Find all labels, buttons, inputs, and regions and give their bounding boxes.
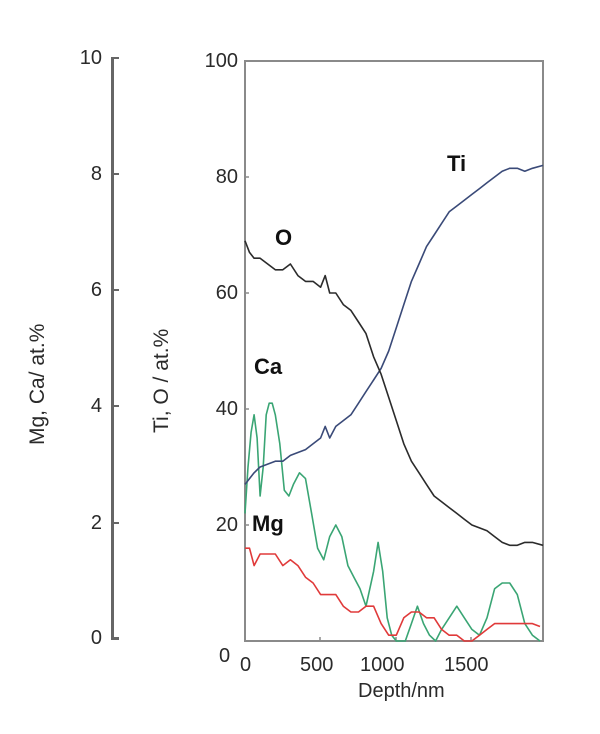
x-tick-label: 0 xyxy=(240,654,252,676)
outer-tick-label: 4 xyxy=(90,395,102,417)
outer-tick-2 xyxy=(114,522,119,524)
series-label-mg: Mg xyxy=(252,511,284,536)
inner-tick-label: 60 xyxy=(215,282,238,304)
series-layer xyxy=(244,164,544,642)
x-axis-title: Depth/nm xyxy=(358,680,445,702)
outer-tick-label: 0 xyxy=(90,627,102,649)
series-line-ti xyxy=(244,164,544,485)
series-label-ti: Ti xyxy=(447,151,467,176)
inner-tick-label: 40 xyxy=(215,398,238,420)
outer-tick-label: 10 xyxy=(79,47,102,69)
inner-tick-label: 0 xyxy=(219,645,231,667)
series-label-o: O xyxy=(275,225,293,250)
inner-tick-label: 20 xyxy=(215,514,238,536)
plot-frame xyxy=(244,60,544,642)
series-line-ca xyxy=(244,402,541,642)
x-tick-label: 1500 xyxy=(444,654,489,676)
outer-tick-10 xyxy=(114,57,119,59)
series-label-ca: Ca xyxy=(254,354,283,379)
x-tick-label: 500 xyxy=(300,654,334,676)
outer-y-axis-line xyxy=(111,57,114,640)
inner-tick-label: 80 xyxy=(215,166,238,188)
outer-tick-6 xyxy=(114,289,119,291)
x-tick-label: 1000 xyxy=(360,654,405,676)
inner-tick-label: 100 xyxy=(204,50,238,72)
outer-tick-8 xyxy=(114,173,119,175)
outer-tick-label: 6 xyxy=(90,279,102,301)
series-line-o xyxy=(244,240,544,547)
outer-tick-label: 8 xyxy=(90,163,102,185)
outer-tick-label: 2 xyxy=(90,512,102,534)
series-line-mg xyxy=(245,547,541,642)
outer-y-axis-foot xyxy=(111,637,119,640)
outer-tick-4 xyxy=(114,405,119,407)
